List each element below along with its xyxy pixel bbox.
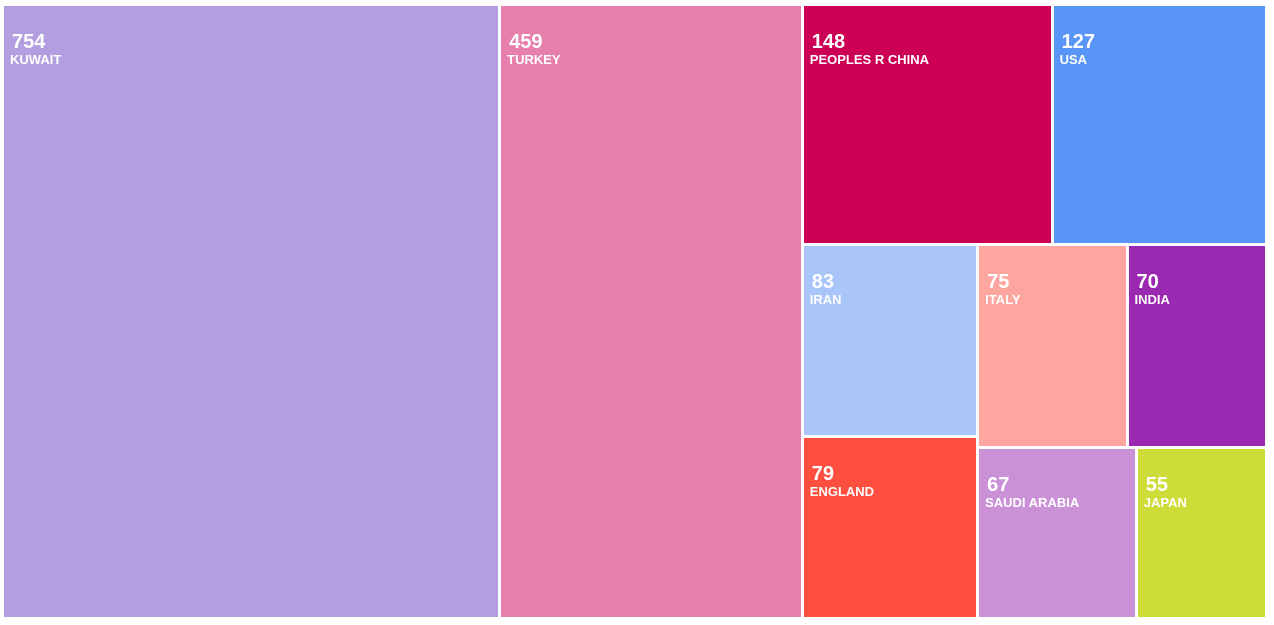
treemap-tile-turkey[interactable]: 459 TURKEY — [501, 6, 801, 617]
tile-value: 79 — [811, 462, 835, 485]
treemap-tile-peoples-r-china[interactable]: 148 PEOPLES R CHINA — [803, 6, 1051, 243]
treemap-tile-kuwait[interactable]: 754 KUWAIT — [4, 6, 499, 617]
treemap-tile-england[interactable]: 79 ENGLAND — [803, 437, 977, 617]
tile-label: JAPAN — [1143, 495, 1187, 511]
tile-label: ENGLAND — [809, 483, 875, 499]
treemap-tile-italy[interactable]: 75 ITALY — [979, 245, 1126, 447]
tile-value: 754 — [12, 31, 46, 53]
treemap-tile-iran[interactable]: 83 IRAN — [803, 245, 977, 435]
tile-value: 127 — [1061, 31, 1095, 53]
treemap-tile-saudi-arabia[interactable]: 67 SAUDI ARABIA — [979, 449, 1135, 617]
tile-label: ITALY — [985, 291, 1021, 307]
tile-label: INDIA — [1134, 291, 1170, 307]
tile-label: SAUDI ARABIA — [985, 495, 1080, 511]
tile-value: 55 — [1145, 474, 1168, 497]
tile-value: 83 — [811, 270, 835, 293]
tile-value: 75 — [987, 270, 1010, 293]
tile-label: PEOPLES R CHINA — [809, 52, 929, 67]
tile-label: TURKEY — [507, 52, 561, 67]
treemap-tile-india[interactable]: 70 INDIA — [1128, 245, 1265, 447]
treemap-tile-japan[interactable]: 55 JAPAN — [1137, 449, 1265, 617]
tile-value: 459 — [509, 31, 543, 53]
tile-value: 70 — [1136, 270, 1159, 293]
tile-label: USA — [1059, 52, 1088, 67]
tile-label: IRAN — [809, 291, 842, 307]
tile-value: 67 — [987, 474, 1010, 497]
tile-label: KUWAIT — [10, 52, 62, 67]
treemap-tile-usa[interactable]: 127 USA — [1053, 6, 1265, 243]
tile-value: 148 — [811, 31, 846, 53]
